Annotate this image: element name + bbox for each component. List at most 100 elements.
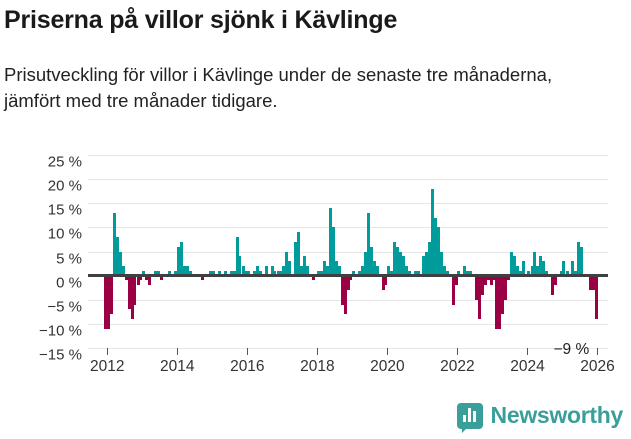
bar [480, 275, 484, 295]
bar [361, 265, 365, 276]
bar [431, 188, 435, 276]
bar [218, 270, 222, 276]
bar [142, 270, 146, 276]
gridline [88, 323, 608, 325]
bar [381, 275, 385, 291]
bar [346, 275, 350, 291]
bar [247, 270, 251, 276]
bar [393, 241, 397, 276]
bar [156, 270, 160, 276]
bar [110, 275, 114, 315]
bar [407, 270, 411, 276]
bar [513, 256, 516, 276]
bar [130, 275, 134, 320]
bar [565, 270, 569, 276]
bar [451, 275, 455, 305]
logo-bar-2 [468, 407, 472, 422]
bar [413, 270, 417, 276]
bar [209, 270, 213, 276]
bar [416, 270, 420, 276]
last-value-annotation: −9 % [553, 341, 590, 359]
bar [259, 270, 263, 276]
gridline [88, 203, 608, 205]
bar [539, 256, 543, 276]
logo-bar-1 [463, 414, 467, 422]
bar [486, 275, 490, 281]
bar [282, 265, 286, 276]
bar [296, 232, 300, 276]
bar [148, 275, 152, 286]
x-axis-tick-label: 2026 [580, 358, 615, 375]
bar [428, 241, 432, 276]
bar [317, 270, 321, 276]
bar [174, 270, 178, 276]
bar [515, 265, 519, 276]
bar [422, 256, 426, 276]
x-axis: 2012 2014 2016 2018 2020 2022 2024 2026 [88, 348, 615, 388]
bar [253, 270, 257, 276]
x-axis-tick [527, 348, 529, 355]
bar [454, 275, 458, 286]
bar [375, 265, 379, 276]
x-axis-tick [597, 348, 599, 355]
bar [504, 275, 508, 300]
bar [536, 265, 540, 276]
bar [434, 217, 438, 276]
bar [168, 270, 172, 276]
bar [437, 227, 441, 276]
x-axis-tick-label: 2012 [90, 358, 125, 375]
chart-subtitle: Prisutveckling för villor i Kävlinge und… [4, 64, 553, 112]
x-axis-tick-label: 2016 [230, 358, 265, 375]
bar [588, 275, 592, 291]
gridline [88, 227, 608, 229]
bar [343, 275, 347, 315]
chart-footer: Newsworthy [0, 399, 631, 433]
bar [113, 212, 117, 276]
bar [127, 275, 131, 310]
page-title: Priserna på villor sjönk i Kävlinge [4, 6, 398, 34]
bar [466, 270, 470, 276]
bar [384, 275, 388, 286]
bar [229, 270, 233, 276]
bar [439, 251, 443, 276]
y-axis-tick-label: −5 % [47, 298, 82, 316]
bar [302, 256, 306, 276]
bar [121, 265, 125, 276]
bar [244, 270, 248, 276]
bar [574, 270, 578, 276]
bar [334, 261, 338, 276]
bar [387, 265, 391, 276]
bar [331, 227, 335, 276]
bar [489, 275, 493, 286]
bar [124, 275, 128, 281]
zero-baseline [88, 274, 608, 278]
bar [177, 246, 181, 276]
bar [518, 270, 522, 276]
bar [553, 275, 557, 286]
bar [550, 275, 554, 295]
bar [255, 265, 259, 276]
bar [299, 265, 303, 276]
bar [457, 270, 461, 276]
y-axis-labels: 25 % 20 % 15 % 10 % 5 % 0 % −5 % −10 % −15 % [0, 154, 82, 364]
x-axis-tick-label: 2022 [440, 358, 475, 375]
bar [390, 270, 394, 276]
bar [364, 251, 368, 276]
bar [159, 275, 163, 281]
bar [212, 270, 216, 276]
newsworthy-logo: Newsworthy [456, 402, 623, 433]
bar [273, 270, 277, 276]
bar [483, 275, 487, 286]
plot-area [88, 155, 608, 349]
bar [349, 275, 353, 281]
x-axis-tick [317, 348, 319, 355]
chart-container: 25 % 20 % 15 % 10 % 5 % 0 % −5 % −10 % −15 % 201… [0, 148, 631, 388]
bar [474, 275, 478, 300]
bar [358, 270, 362, 276]
bar [492, 275, 496, 281]
bar [189, 270, 193, 276]
logo-bar-3 [473, 410, 477, 422]
bar [404, 265, 408, 276]
gridline [88, 348, 608, 349]
bar [399, 251, 403, 276]
